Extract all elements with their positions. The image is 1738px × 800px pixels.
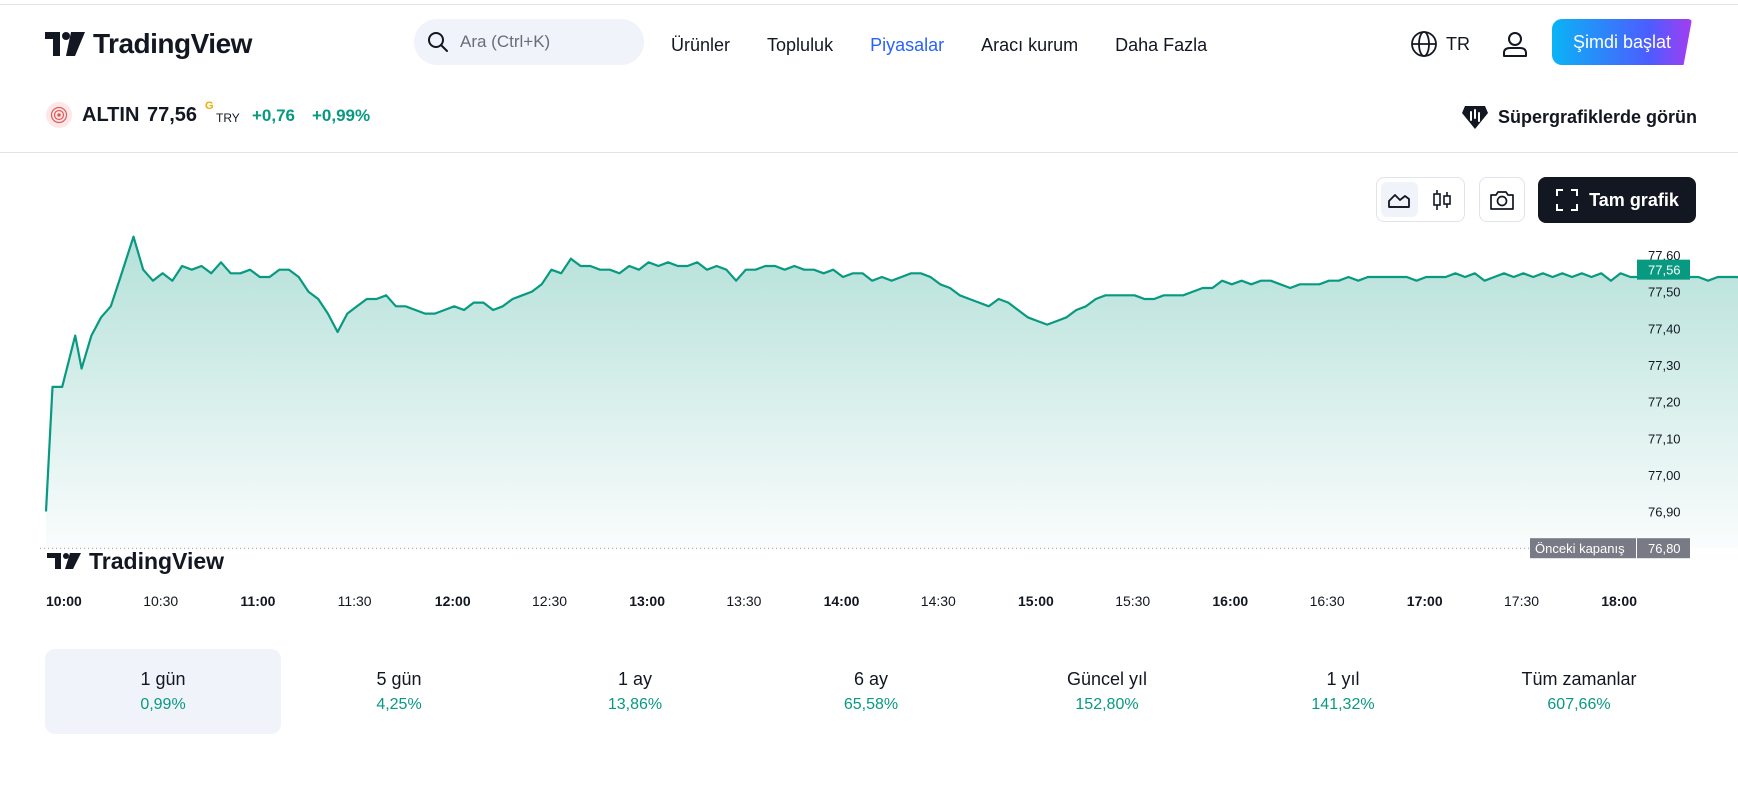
chart-type-switch bbox=[1376, 177, 1465, 222]
x-tick-label: 10:00 bbox=[46, 593, 82, 609]
symbol-change: +0,76 bbox=[252, 106, 296, 125]
area-chart-icon bbox=[1388, 193, 1411, 208]
period-label: 5 gün bbox=[376, 669, 422, 689]
symbol-name: ALTIN bbox=[82, 104, 140, 126]
y-tick-label: 77,10 bbox=[1648, 431, 1681, 446]
prev-close-tag bbox=[1530, 538, 1636, 559]
price-chart[interactable]: 77,60 77,50 77,40 77,30 77,20 77,10 77,00 76,90… bbox=[0, 230, 1738, 620]
x-tick-label: 13:30 bbox=[726, 593, 761, 609]
x-tick-label: 12:30 bbox=[532, 593, 567, 609]
nav-item-urunler[interactable]: Ürünler bbox=[671, 35, 731, 55]
full-chart-button[interactable]: Tam grafik bbox=[1538, 177, 1696, 223]
x-tick-label: 17:30 bbox=[1504, 593, 1539, 609]
area-chart-button[interactable] bbox=[1381, 182, 1418, 217]
tradingview-logo[interactable]: TradingView bbox=[45, 28, 252, 60]
gold-symbol-icon bbox=[46, 102, 72, 128]
supercharts-icon bbox=[1462, 106, 1488, 129]
see-on-supercharts-link[interactable]: Süpergrafiklerde görün bbox=[1460, 102, 1697, 132]
start-now-button[interactable]: Şimdi başlat bbox=[1552, 19, 1692, 65]
nav-item-piyasalar[interactable]: Piyasalar bbox=[870, 35, 945, 55]
period-1m[interactable]: 1 ay 13,86% bbox=[517, 649, 753, 734]
period-label: 1 ay bbox=[617, 669, 653, 689]
period-label: Tüm zamanlar bbox=[1521, 669, 1637, 689]
period-label: 1 gün bbox=[140, 669, 186, 689]
period-1d[interactable]: 1 gün 0,99% bbox=[45, 649, 281, 734]
search-input[interactable]: Ara (Ctrl+K) bbox=[414, 19, 644, 65]
camera-icon bbox=[1490, 190, 1514, 210]
y-tick-label: 77,40 bbox=[1648, 321, 1681, 336]
symbol-currency: TRY bbox=[216, 111, 240, 125]
prev-close-label: Önceki kapanış bbox=[1535, 541, 1625, 556]
candles-icon bbox=[1432, 189, 1451, 210]
y-tick-label: 76,90 bbox=[1648, 505, 1681, 520]
period-value: 13,86% bbox=[607, 696, 663, 713]
nav-item-daha-fazla[interactable]: Daha Fazla bbox=[1115, 35, 1208, 55]
x-tick-label: 10:30 bbox=[143, 593, 178, 609]
top-divider bbox=[0, 0, 1738, 5]
tradingview-watermark: TradingView bbox=[47, 548, 224, 574]
last-price-label: 77,56 bbox=[1648, 263, 1681, 278]
period-6m[interactable]: 6 ay 65,58% bbox=[753, 649, 989, 734]
y-tick-label: 77,00 bbox=[1648, 468, 1681, 483]
x-tick-label: 11:30 bbox=[338, 593, 372, 609]
period-1y[interactable]: 1 yıl 141,32% bbox=[1225, 649, 1461, 734]
y-tick-label: 77,60 bbox=[1648, 248, 1681, 263]
watermark-text: TradingView bbox=[89, 548, 224, 574]
snapshot-button[interactable] bbox=[1479, 177, 1525, 222]
x-tick-label: 14:30 bbox=[921, 593, 956, 609]
period-value: 141,32% bbox=[1311, 696, 1375, 713]
x-tick-label: 18:00 bbox=[1601, 593, 1637, 609]
period-performance-bar: 1 gün 0,99% 5 gün 4,25% 1 ay 13,86% 6 ay… bbox=[45, 649, 1697, 734]
user-icon[interactable] bbox=[1500, 29, 1530, 59]
period-label: 1 yıl bbox=[1326, 669, 1360, 689]
globe-icon bbox=[1411, 31, 1437, 57]
supercharts-label: Süpergrafiklerde görün bbox=[1498, 106, 1698, 127]
prev-close-value-tag bbox=[1637, 538, 1690, 559]
period-ytd[interactable]: Güncel yıl 152,80% bbox=[989, 649, 1225, 734]
search-icon bbox=[428, 32, 448, 52]
x-tick-label: 11:00 bbox=[240, 593, 275, 609]
period-value: 152,80% bbox=[1075, 696, 1139, 713]
period-value: 4,25% bbox=[376, 696, 422, 713]
symbol-bar: ALTIN 77,56 G TRY +0,76 +0,99% Süpergraf… bbox=[0, 79, 1738, 153]
y-tick-label: 77,50 bbox=[1648, 285, 1681, 300]
x-tick-label: 16:30 bbox=[1310, 593, 1345, 609]
symbol-change-percent: +0,99% bbox=[312, 106, 371, 125]
x-tick-label: 16:00 bbox=[1212, 593, 1248, 609]
period-label: 6 ay bbox=[853, 669, 889, 689]
period-label: Güncel yıl bbox=[1066, 669, 1148, 689]
price-area-fill bbox=[46, 236, 1738, 549]
price-line bbox=[44, 235, 1738, 512]
main-nav: Ürünler Topluluk Piyasalar Aracı kurum D… bbox=[671, 35, 1244, 56]
language-selector[interactable]: TR bbox=[1410, 30, 1470, 58]
period-value: 0,99% bbox=[140, 696, 186, 713]
prev-close-value: 76,80 bbox=[1648, 541, 1681, 556]
y-tick-label: 77,20 bbox=[1648, 395, 1681, 410]
last-price-tag bbox=[1637, 259, 1690, 280]
period-all[interactable]: Tüm zamanlar 607,66% bbox=[1461, 649, 1697, 734]
tradingview-logo-icon bbox=[45, 32, 85, 56]
x-tick-label: 15:30 bbox=[1115, 593, 1150, 609]
nav-item-topluluk[interactable]: Topluluk bbox=[767, 35, 834, 55]
candles-chart-button[interactable] bbox=[1424, 182, 1461, 217]
symbol-price: 77,56 bbox=[147, 104, 198, 126]
period-value: 607,66% bbox=[1547, 696, 1611, 713]
fullscreen-icon bbox=[1556, 189, 1579, 211]
language-label: TR bbox=[1446, 33, 1470, 54]
full-chart-label: Tam grafik bbox=[1589, 189, 1679, 210]
nav-item-araci-kurum[interactable]: Aracı kurum bbox=[981, 35, 1079, 55]
x-tick-label: 15:00 bbox=[1018, 593, 1054, 609]
x-tick-label: 13:00 bbox=[629, 593, 665, 609]
x-tick-label: 14:00 bbox=[824, 593, 860, 609]
period-value: 65,58% bbox=[843, 696, 899, 713]
period-5d[interactable]: 5 gün 4,25% bbox=[281, 649, 517, 734]
logo-text: TradingView bbox=[93, 28, 252, 59]
x-tick-label: 12:00 bbox=[435, 593, 471, 609]
site-header: TradingView Ara (Ctrl+K) Ürünler Toplulu… bbox=[0, 5, 1738, 79]
y-tick-label: 77,30 bbox=[1648, 358, 1681, 373]
search-placeholder: Ara (Ctrl+K) bbox=[460, 32, 551, 51]
symbol-badge: G bbox=[205, 100, 214, 112]
x-tick-label: 17:00 bbox=[1407, 593, 1443, 609]
